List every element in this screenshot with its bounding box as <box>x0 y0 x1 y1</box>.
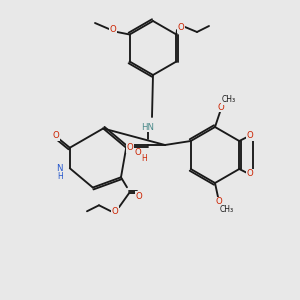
Text: O: O <box>110 26 116 34</box>
Text: O: O <box>136 192 142 201</box>
Text: O: O <box>127 143 134 152</box>
Text: H: H <box>57 172 63 181</box>
Text: O: O <box>247 131 253 140</box>
Text: O: O <box>52 131 59 140</box>
Text: O: O <box>247 169 253 178</box>
Text: N: N <box>57 164 63 173</box>
Text: O: O <box>216 197 222 206</box>
Text: H: H <box>141 154 147 163</box>
Text: O: O <box>112 207 118 216</box>
Text: O: O <box>135 148 142 157</box>
Text: CH₃: CH₃ <box>222 95 236 104</box>
Text: O: O <box>178 23 184 32</box>
Text: O: O <box>218 103 224 112</box>
Text: HN: HN <box>142 122 154 131</box>
Text: CH₃: CH₃ <box>220 205 234 214</box>
